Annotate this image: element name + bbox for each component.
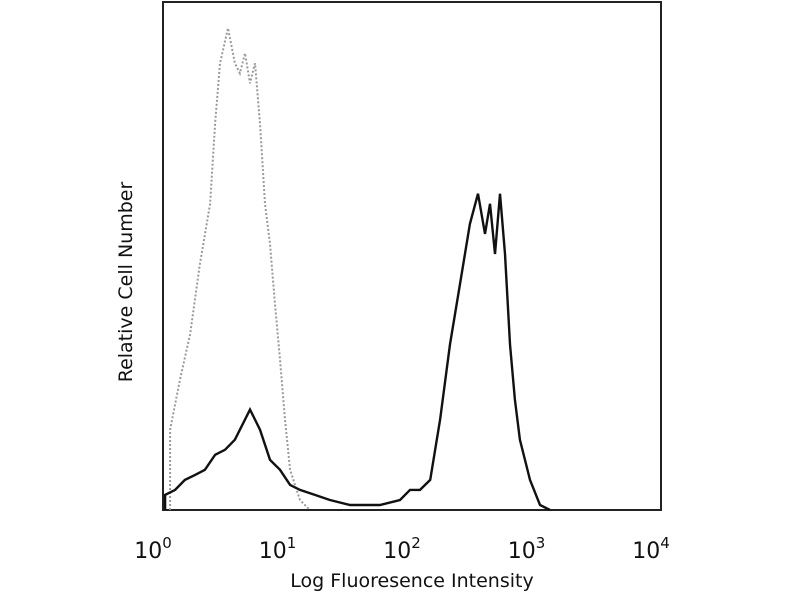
- plot-frame: [162, 1, 662, 511]
- series-layer: [163, 27, 551, 512]
- stained-histogram-line: [163, 193, 551, 512]
- x-tick-labels: 100 101 102 103 104: [134, 534, 670, 564]
- x-tick-label: 102: [383, 534, 421, 564]
- x-tick-label: 103: [508, 534, 546, 564]
- x-tick-label: 101: [259, 534, 297, 564]
- x-tick-label: 104: [632, 534, 670, 564]
- x-axis-label: Log Fluoresence Intensity: [290, 570, 533, 592]
- y-axis-label: Relative Cell Number: [115, 182, 137, 383]
- control-histogram-line: [169, 27, 311, 511]
- x-tick-label: 100: [134, 534, 172, 564]
